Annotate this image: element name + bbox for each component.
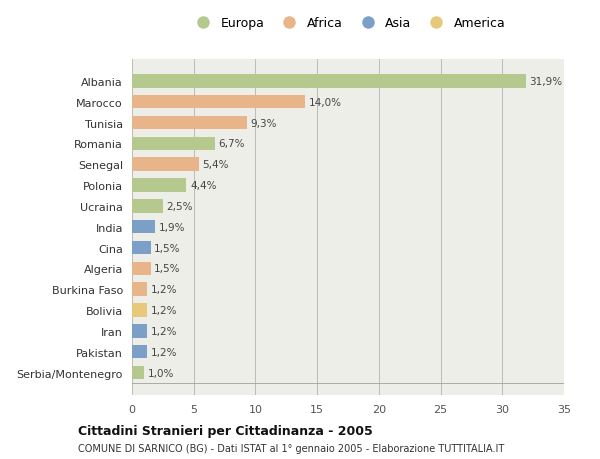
Text: 1,2%: 1,2% bbox=[151, 285, 177, 295]
Bar bbox=[132, 303, 147, 317]
Text: Cittadini Stranieri per Cittadinanza - 2005: Cittadini Stranieri per Cittadinanza - 2… bbox=[78, 424, 373, 437]
Text: 2,5%: 2,5% bbox=[167, 202, 193, 212]
Bar bbox=[132, 95, 305, 109]
Bar bbox=[132, 325, 147, 338]
Text: 4,4%: 4,4% bbox=[190, 181, 217, 190]
Bar bbox=[132, 241, 151, 255]
Text: 5,4%: 5,4% bbox=[202, 160, 229, 170]
Legend: Europa, Africa, Asia, America: Europa, Africa, Asia, America bbox=[185, 12, 511, 35]
Text: COMUNE DI SARNICO (BG) - Dati ISTAT al 1° gennaio 2005 - Elaborazione TUTTITALIA: COMUNE DI SARNICO (BG) - Dati ISTAT al 1… bbox=[78, 443, 504, 453]
Text: 14,0%: 14,0% bbox=[308, 97, 341, 107]
Text: 9,3%: 9,3% bbox=[250, 118, 277, 128]
Bar bbox=[132, 220, 155, 234]
Text: 1,2%: 1,2% bbox=[151, 326, 177, 336]
Bar bbox=[132, 137, 215, 151]
Text: 6,7%: 6,7% bbox=[218, 139, 245, 149]
Text: 1,9%: 1,9% bbox=[159, 222, 185, 232]
Bar bbox=[132, 200, 163, 213]
Bar bbox=[132, 345, 147, 359]
Bar bbox=[132, 366, 145, 380]
Bar bbox=[132, 117, 247, 130]
Text: 1,5%: 1,5% bbox=[154, 264, 181, 274]
Bar bbox=[132, 158, 199, 172]
Text: 1,2%: 1,2% bbox=[151, 347, 177, 357]
Bar bbox=[132, 283, 147, 297]
Text: 1,5%: 1,5% bbox=[154, 243, 181, 253]
Bar bbox=[132, 262, 151, 275]
Bar bbox=[132, 75, 526, 89]
Text: 1,2%: 1,2% bbox=[151, 305, 177, 315]
Text: 31,9%: 31,9% bbox=[529, 77, 563, 87]
Bar bbox=[132, 179, 187, 192]
Text: 1,0%: 1,0% bbox=[148, 368, 175, 378]
